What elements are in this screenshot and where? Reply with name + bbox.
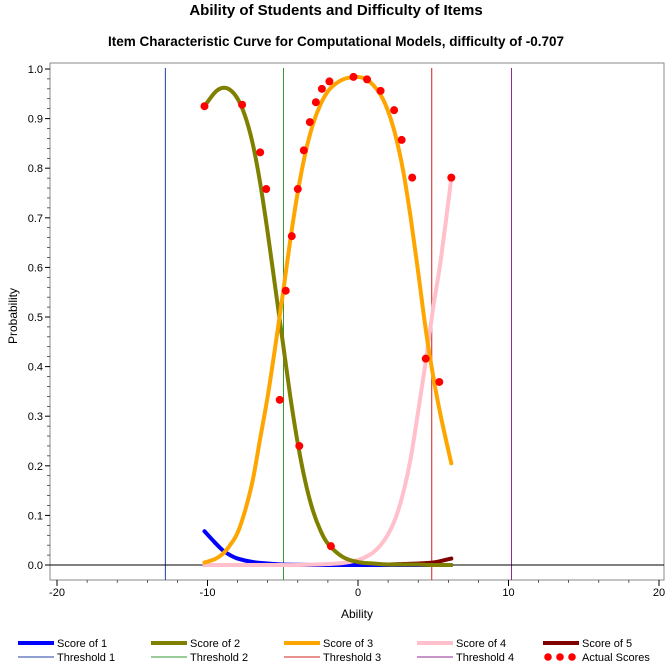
legend-item-score-of-3: Score of 3 [284,638,373,650]
x-tick-label: -20 [49,587,65,599]
series-lines [202,74,454,568]
actual-score-point [281,286,290,295]
actual-score-point [326,542,335,551]
legend-item-threshold-4: Threshold 4 [417,652,514,664]
plot-area [49,62,665,581]
legend-label: Score of 2 [190,638,240,650]
legend-label: Score of 1 [57,638,107,650]
y-tick-label: 0.4 [28,362,43,374]
actual-score-point [200,102,209,111]
actual-score-point [390,106,399,115]
actual-score-points [200,72,456,551]
actual-score-point [317,84,326,93]
legend-item-threshold-2: Threshold 2 [151,652,248,664]
actual-score-point [295,441,304,450]
y-tick-label: 0.2 [28,461,43,473]
y-tick-label: 0.1 [28,510,43,522]
y-tick-label: 0.9 [28,114,43,126]
actual-score-point [299,146,308,155]
actual-score-point [421,354,430,363]
y-tick-label: 0.8 [28,163,43,175]
legend-item-score-of-5: Score of 5 [543,638,632,650]
legend-item-score-of-4: Score of 4 [417,638,506,650]
y-tick-label: 0.0 [28,560,43,572]
actual-score-point [275,395,284,404]
score-of-3-line [202,74,454,565]
legend-label: Threshold 1 [57,652,115,664]
chart-title: Ability of Students and Difficulty of It… [189,2,482,19]
legend-label: Threshold 2 [190,652,248,664]
actual-score-point [256,148,265,157]
y-axis: 0.0 0.1 0.2 0.3 0.4 0.5 0.6 0.7 0.8 0.9 1.0 [28,64,50,572]
legend: Score of 1 Score of 2 Score of 3 Score of 4… [18,638,650,664]
actual-score-point [397,135,406,144]
chart-subtitle: Item Characteristic Curve for Computatio… [108,34,564,49]
legend-item-threshold-1: Threshold 1 [18,652,115,664]
x-tick-label: -10 [200,587,216,599]
legend-swatch-dot [556,653,564,661]
threshold-lines [164,68,513,580]
actual-score-point [349,72,358,81]
actual-score-point [408,173,417,182]
legend-label: Score of 4 [456,638,506,650]
actual-score-point [262,185,271,194]
actual-score-point [363,75,372,84]
actual-score-point [376,86,385,95]
legend-label: Threshold 4 [456,652,514,664]
x-tick-label: 20 [653,587,665,599]
score-of-2-line [202,85,454,568]
y-axis-label: Probability [6,288,20,344]
legend-item-score-of-2: Score of 2 [151,638,240,650]
y-tick-label: 0.7 [28,213,43,225]
actual-score-point [311,98,320,107]
legend-item-threshold-3: Threshold 3 [284,652,381,664]
actual-score-point [238,100,247,109]
actual-score-point [305,118,314,127]
legend-label: Actual Scores [582,652,650,664]
y-tick-label: 1.0 [28,64,43,76]
x-axis-label: Ability [341,607,373,621]
actual-score-point [447,173,456,182]
legend-item-score-of-1: Score of 1 [18,638,107,650]
x-axis: -20 -10 0 10 20 [49,580,665,599]
legend-label: Score of 3 [323,638,373,650]
y-tick-label: 0.5 [28,312,43,324]
legend-label: Score of 5 [582,638,632,650]
x-tick-label: 10 [502,587,514,599]
actual-score-point [325,77,334,86]
actual-score-point [287,232,296,241]
legend-label: Threshold 3 [323,652,381,664]
y-tick-label: 0.6 [28,262,43,274]
actual-score-point [293,185,302,194]
legend-item-actual-scores: Actual Scores [544,652,650,664]
actual-score-point [435,377,444,386]
legend-swatch-dot [568,653,576,661]
x-tick-label: 0 [355,587,361,599]
y-tick-label: 0.3 [28,411,43,423]
legend-swatch-dot [544,653,552,661]
